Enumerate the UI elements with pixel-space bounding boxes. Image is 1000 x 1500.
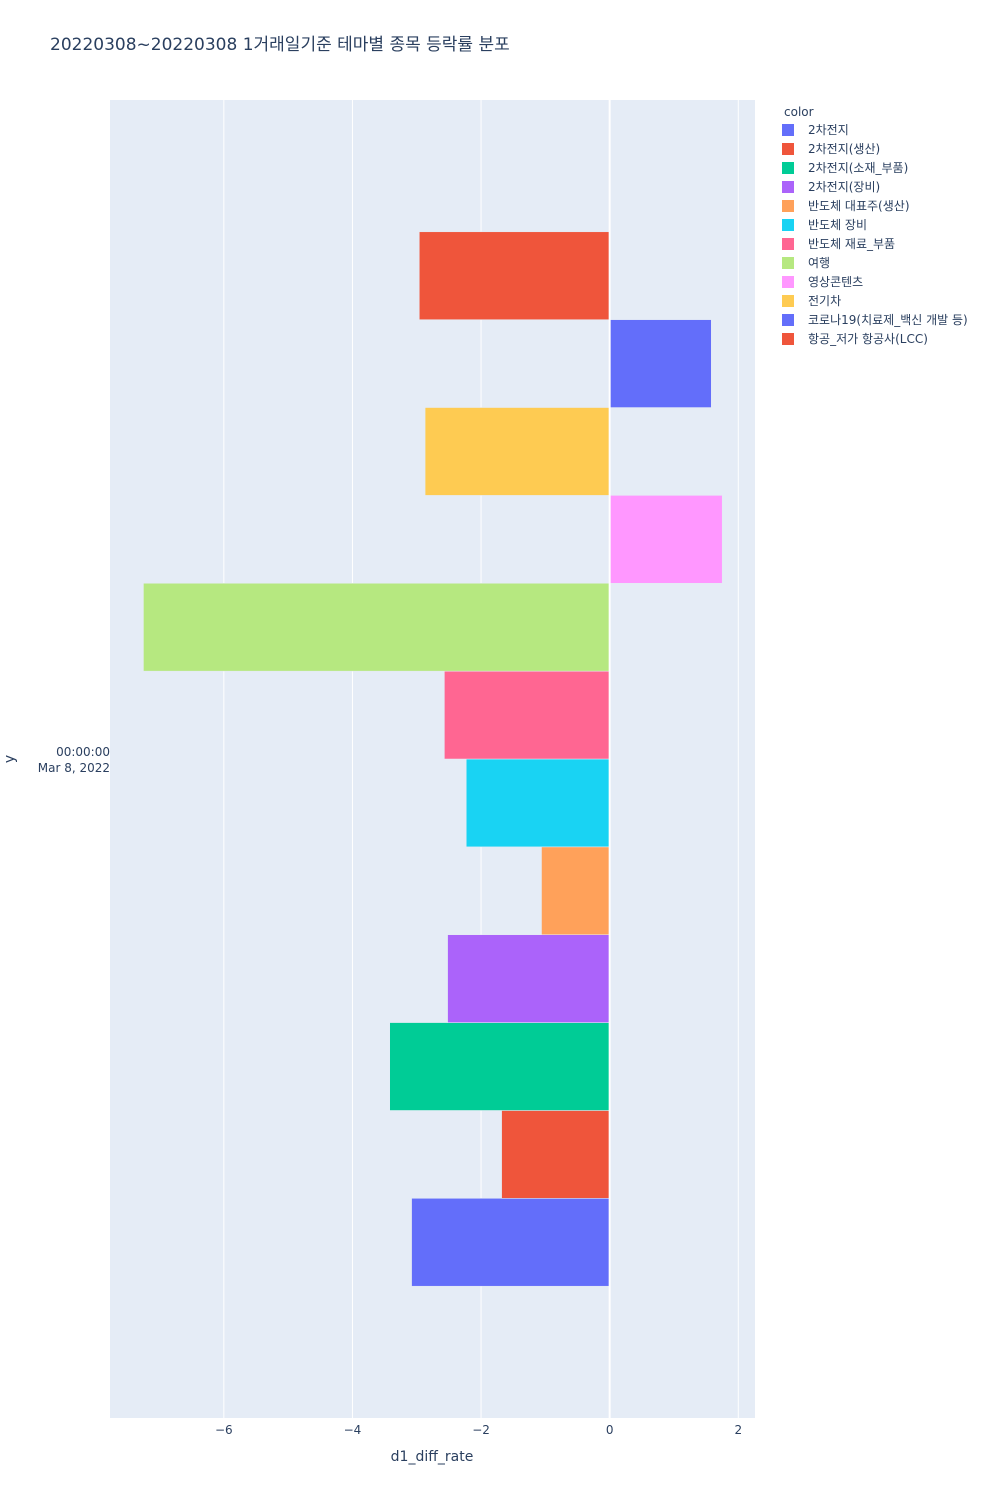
legend-label: 여행 bbox=[808, 255, 830, 270]
legend-swatch bbox=[782, 314, 794, 326]
legend-swatch bbox=[782, 238, 794, 250]
legend-item[interactable]: 반도체 장비 bbox=[782, 218, 867, 232]
legend-item[interactable]: 2차전지(소재_부품) bbox=[782, 161, 908, 175]
legend-swatch bbox=[782, 295, 794, 307]
x-tick-label-1: −4 bbox=[344, 1423, 362, 1437]
legend-label: 반도체 대표주(생산) bbox=[808, 199, 910, 213]
legend-swatch bbox=[782, 200, 794, 212]
bar-5 bbox=[541, 846, 610, 935]
bar-8 bbox=[143, 583, 610, 672]
x-tick-labels: −6 −4 −2 0 2 bbox=[215, 1423, 742, 1437]
legend-item[interactable]: 2차전지(생산) bbox=[782, 142, 880, 156]
legend-item[interactable]: 영상콘텐츠 bbox=[782, 275, 863, 289]
legend-item[interactable]: 2차전지(장비) bbox=[782, 180, 880, 194]
legend-swatch bbox=[782, 162, 794, 174]
legend-swatch bbox=[782, 143, 794, 155]
bar-1 bbox=[411, 1198, 610, 1287]
y-tick-label: 00:00:00 Mar 8, 2022 bbox=[38, 745, 110, 775]
x-tick-label-0: −6 bbox=[215, 1423, 233, 1437]
legend-label: 2차전지(소재_부품) bbox=[808, 161, 908, 175]
legend-swatch bbox=[782, 333, 794, 345]
legend: color 2차전지 2차전지(생산) 2차전지(소재_부품) 2차전지(장비) 반도체… bbox=[782, 105, 968, 346]
legend-label: 전기차 bbox=[808, 294, 841, 308]
legend-item[interactable]: 항공_저가 항공사(LCC) bbox=[782, 332, 928, 346]
x-tick-label-4: 2 bbox=[734, 1423, 742, 1437]
legend-label: 2차전지 bbox=[808, 123, 849, 137]
x-tick-label-2: −2 bbox=[472, 1423, 490, 1437]
legend-item[interactable]: 코로나19(치료제_백신 개발 등) bbox=[782, 313, 968, 327]
legend-label: 반도체 재료_부품 bbox=[808, 237, 895, 251]
legend-title: color bbox=[784, 105, 814, 119]
bar-4 bbox=[447, 934, 610, 1023]
legend-swatch bbox=[782, 276, 794, 288]
legend-item[interactable]: 전기차 bbox=[782, 294, 841, 308]
legend-item[interactable]: 반도체 대표주(생산) bbox=[782, 199, 910, 213]
bar-6 bbox=[466, 758, 610, 848]
legend-label: 항공_저가 항공사(LCC) bbox=[808, 332, 928, 346]
y-axis-title: y bbox=[2, 755, 18, 763]
bar-10 bbox=[424, 407, 610, 496]
legend-label: 코로나19(치료제_백신 개발 등) bbox=[808, 313, 968, 327]
legend-label: 영상콘텐츠 bbox=[808, 275, 863, 289]
legend-swatch bbox=[782, 257, 794, 269]
legend-item[interactable]: 여행 bbox=[782, 255, 830, 270]
x-tick-label-3: 0 bbox=[606, 1423, 614, 1437]
bars bbox=[143, 231, 723, 1287]
bar-7 bbox=[444, 670, 610, 760]
legend-label: 2차전지(장비) bbox=[808, 180, 880, 194]
x-axis-title: d1_diff_rate bbox=[391, 1449, 474, 1465]
y-tick-label-date: Mar 8, 2022 bbox=[38, 761, 110, 775]
legend-label: 반도체 장비 bbox=[808, 218, 867, 232]
bar-11 bbox=[609, 319, 712, 408]
legend-label: 2차전지(생산) bbox=[808, 142, 880, 156]
legend-swatch bbox=[782, 219, 794, 231]
bar-2 bbox=[501, 1110, 610, 1199]
legend-swatch bbox=[782, 124, 794, 136]
bar-3 bbox=[389, 1022, 610, 1111]
y-tick-label-time: 00:00:00 bbox=[56, 745, 110, 759]
chart-title: 20220308~20220308 1거래일기준 테마별 종목 등락률 분포 bbox=[50, 35, 510, 55]
legend-item[interactable]: 반도체 재료_부품 bbox=[782, 237, 895, 251]
legend-swatch bbox=[782, 181, 794, 193]
legend-item[interactable]: 2차전지 bbox=[782, 123, 849, 137]
bar-9 bbox=[609, 495, 723, 584]
bar-12 bbox=[419, 231, 610, 320]
